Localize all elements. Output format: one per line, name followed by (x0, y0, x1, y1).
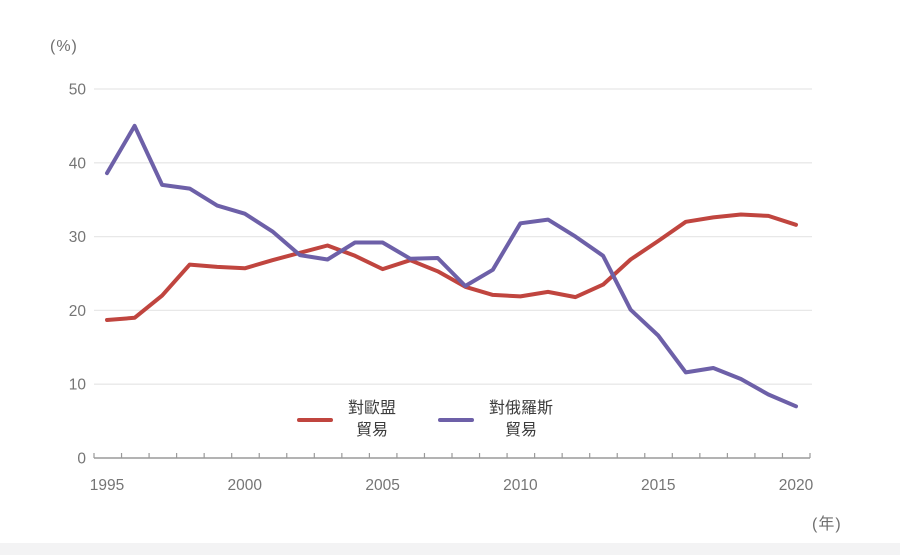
eu-trade-line (105, 212, 798, 322)
legend-item-russia: 對俄羅斯 貿易 (438, 398, 553, 442)
y-tick-label: 30 (69, 229, 87, 246)
x-tick-label: 2010 (503, 477, 538, 494)
russia-trade-line (105, 123, 798, 409)
x-tick-label: 2005 (365, 477, 399, 494)
y-tick-label: 10 (69, 377, 87, 394)
legend-label-russia: 對俄羅斯 貿易 (489, 398, 553, 442)
legend-label-russia-line1: 對俄羅斯 (489, 400, 554, 417)
y-tick-label: 50 (69, 82, 87, 99)
y-axis-unit-label: (%) (50, 38, 78, 55)
legend-label-russia-line2: 貿易 (505, 422, 538, 439)
x-tick-label: 2000 (228, 477, 263, 494)
legend-item-eu: 對歐盟 貿易 (297, 398, 396, 442)
y-tick-label: 40 (69, 155, 87, 172)
footer-strip (0, 543, 900, 555)
legend-label-eu-line1: 對歐盟 (348, 400, 397, 417)
x-tick-label: 1995 (90, 477, 124, 494)
x-axis-unit-label: (年) (812, 516, 842, 533)
x-tick-label: 2020 (779, 477, 814, 494)
eu-line-swatch (297, 418, 333, 422)
legend: 對歐盟 貿易 對俄羅斯 貿易 (297, 398, 553, 442)
y-tick-label: 20 (69, 303, 87, 320)
y-tick-label: 0 (77, 451, 86, 468)
legend-label-eu-line2: 貿易 (356, 422, 389, 439)
russia-line-swatch (438, 418, 475, 422)
legend-label-eu: 對歐盟 貿易 (348, 398, 396, 442)
x-tick-label: 2015 (641, 477, 675, 494)
